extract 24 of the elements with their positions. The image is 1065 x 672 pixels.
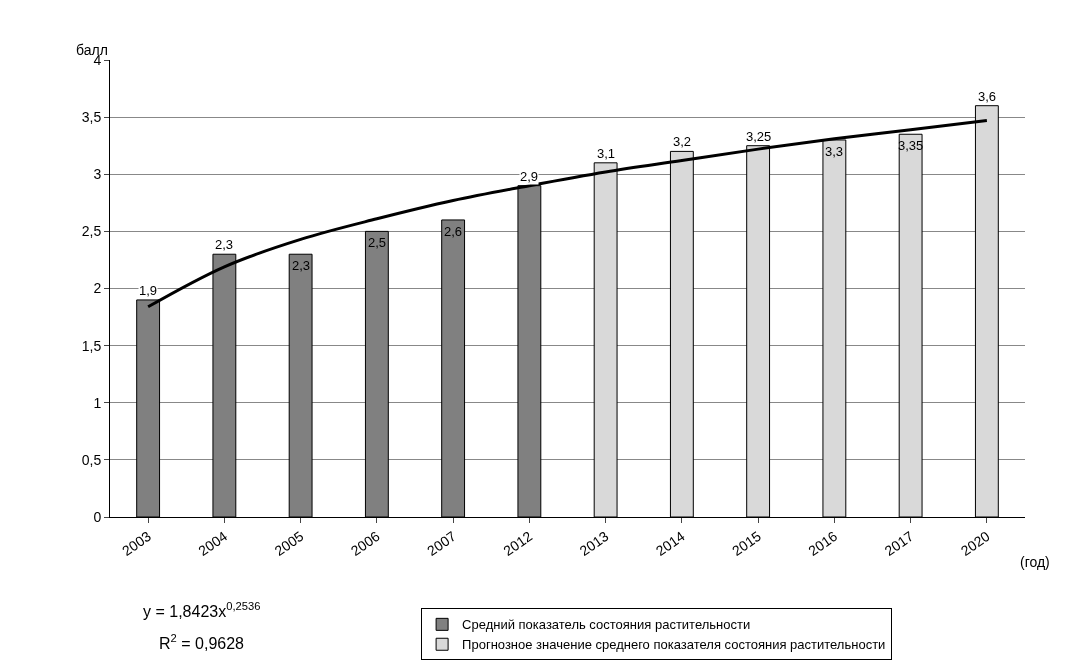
legend-label: Средний показатель состояния растительности (462, 617, 751, 633)
text: R$^{2}$ = 0,9628 (159, 632, 245, 652)
y-tick-label: 1,5 (81, 337, 102, 354)
y-tick-label: 1 (93, 394, 102, 411)
data-label: 3,2 (673, 134, 692, 149)
data-label: 3,25 (746, 129, 772, 144)
x-axis-title: (год) (1020, 554, 1050, 570)
y-tick-label: 3,5 (81, 109, 102, 126)
y-tick-label: 0,5 (81, 451, 102, 468)
y-tick-label: 2 (93, 280, 102, 297)
data-label: 3,6 (978, 89, 997, 104)
y-tick-label: 3 (93, 166, 102, 183)
data-label: 3,3 (825, 144, 844, 159)
data-label: 3,1 (597, 146, 616, 161)
data-label: 2,5 (368, 235, 387, 250)
text: y = 1,8423x$^{0,2536}$ (143, 600, 261, 620)
data-label: 2,3 (215, 237, 234, 252)
data-label: 2,6 (444, 224, 463, 239)
data-label: 1,9 (139, 283, 158, 298)
y-tick-label: 0 (93, 508, 102, 525)
y-tick-label: 2,5 (81, 223, 102, 240)
legend-label: Прогнозное значение среднего показателя состояния растительности (462, 637, 886, 653)
data-label: 2,3 (292, 258, 311, 273)
data-label: 2,9 (520, 169, 539, 184)
